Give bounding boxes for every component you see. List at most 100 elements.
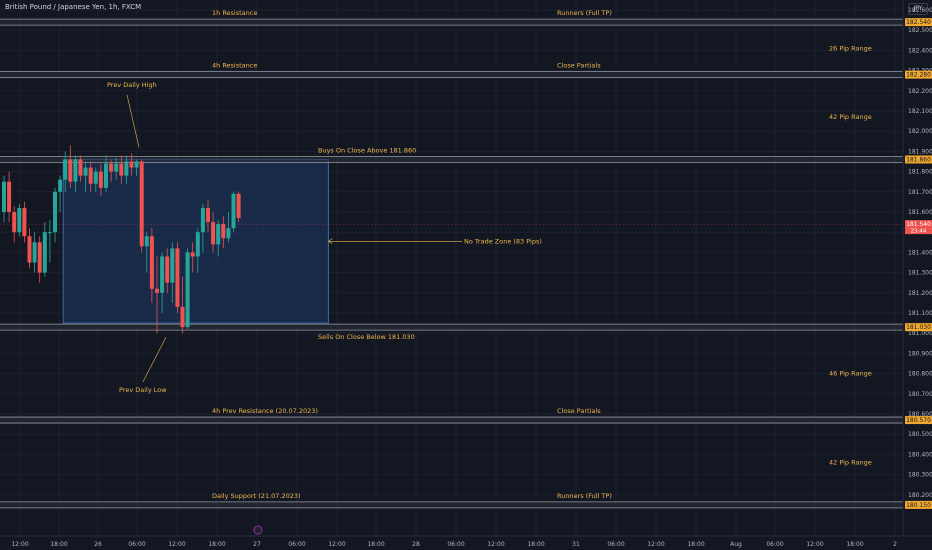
price-tick-label: 180.200 xyxy=(908,492,932,499)
annotation-label: Prev Daily High xyxy=(107,81,157,89)
time-tick-label: 28 xyxy=(412,541,420,548)
level-label-left: Daily Support (21.07.2023) xyxy=(212,492,301,500)
price-tag-label: 182.280 xyxy=(906,72,931,79)
time-tick-label: 18:00 xyxy=(50,541,67,548)
price-tick-label: 182.400 xyxy=(908,47,932,54)
price-tick-label: 181.100 xyxy=(908,310,932,317)
time-tick-label: 06:00 xyxy=(766,541,783,548)
price-tick-label: 182.500 xyxy=(908,27,932,34)
time-tick-label: 18:00 xyxy=(208,541,225,548)
candle-body xyxy=(175,248,180,307)
candle-body xyxy=(98,171,103,188)
candle-body xyxy=(165,256,170,283)
price-tick-label: 182.200 xyxy=(908,88,932,95)
candle-body xyxy=(2,181,6,212)
candle-body xyxy=(47,232,52,234)
candle-body xyxy=(124,161,129,176)
level-lines: 1h Resistance Runners (Full TP) 4h Resista… xyxy=(0,9,903,509)
time-tick-label: 06:00 xyxy=(447,541,464,548)
time-tick-label: 18:00 xyxy=(527,541,544,548)
candle-body xyxy=(53,191,57,233)
price-tick-label: 180.800 xyxy=(908,371,932,378)
price-tick-label: 180.300 xyxy=(908,472,932,479)
price-tick-label: 181.900 xyxy=(908,148,932,155)
price-tick-label: 180.700 xyxy=(908,391,932,398)
level-label-right: Runners (Full TP) xyxy=(557,492,612,500)
time-tick-label: 31 xyxy=(572,541,580,548)
level-band xyxy=(0,71,903,79)
candle-body xyxy=(27,236,32,263)
price-tag xyxy=(905,323,932,332)
candle-body xyxy=(68,159,73,182)
candle-body xyxy=(195,232,200,257)
level-label-left: 4h Prev Resistance (20.07.2023) xyxy=(212,407,318,415)
candle-body xyxy=(17,207,22,233)
candle-body xyxy=(88,167,93,184)
candle-body xyxy=(226,228,231,239)
candle-body xyxy=(134,161,139,168)
price-tag xyxy=(905,500,932,509)
price-tick-label: 182.600 xyxy=(908,7,932,14)
candle-body xyxy=(12,212,17,233)
candle-body xyxy=(7,181,12,212)
currency-label[interactable]: JPY xyxy=(908,3,928,15)
price-tag-label: 181.030 xyxy=(906,324,931,331)
candle-body xyxy=(93,171,98,184)
time-tick-label: 12:00 xyxy=(487,541,504,548)
candle-body xyxy=(206,207,210,223)
price-tick-label: 181.600 xyxy=(908,209,932,216)
level-label-right: Sells On Close Below 181.030 xyxy=(318,333,415,341)
price-tick-label: 182.000 xyxy=(908,128,932,135)
price-tick-label: 181.300 xyxy=(908,270,932,277)
level-label-right: Close Partials xyxy=(557,407,601,415)
candle-body xyxy=(211,222,216,245)
candle-body xyxy=(22,207,27,237)
time-axis[interactable]: 12:00 18:00 26 06:00 12:00 18:00 27 06:00 12:00 1… xyxy=(11,525,897,548)
annotation-arrow xyxy=(142,337,167,382)
level-band xyxy=(0,18,903,26)
level-label-left: 1h Resistance xyxy=(212,9,257,17)
candle-body xyxy=(104,163,108,188)
price-tick-label: 182.100 xyxy=(908,108,932,115)
price-tick-label: 180.900 xyxy=(908,350,932,357)
price-tag-label: 180.150 xyxy=(906,502,931,509)
range-label: 42 Pip Range xyxy=(829,458,872,466)
time-tick-label: 12:00 xyxy=(647,541,664,548)
time-tick-label: 12:00 xyxy=(806,541,823,548)
candle-body xyxy=(119,163,124,176)
time-tick-label: 12:00 xyxy=(168,541,185,548)
candle-body xyxy=(236,193,241,219)
no-trade-zone-label: No Trade Zone (83 Pips) xyxy=(464,237,542,245)
candle-body xyxy=(200,207,205,233)
candle-body xyxy=(63,159,68,180)
candle-body xyxy=(170,248,175,283)
current-price-countdown: 23:44 xyxy=(911,229,927,235)
time-tick-label: 06:00 xyxy=(128,541,145,548)
candle-body xyxy=(78,159,83,176)
time-tick-label: 26 xyxy=(94,541,102,548)
level-label-right: Buys On Close Above 181.860 xyxy=(318,146,416,154)
price-tick-label: 181.700 xyxy=(908,189,932,196)
price-tick-label: 181.000 xyxy=(908,330,932,337)
level-label-right: Close Partials xyxy=(557,62,601,70)
level-band xyxy=(0,323,903,331)
candle-body xyxy=(180,306,185,328)
time-tick-label: 18:00 xyxy=(367,541,384,548)
candle-body xyxy=(58,179,63,192)
candle-body xyxy=(221,224,226,239)
current-price-tag xyxy=(905,220,932,235)
price-tag xyxy=(905,18,932,27)
candle-body xyxy=(216,224,221,245)
current-price-label: 181.540 xyxy=(906,221,931,228)
candle-body xyxy=(129,161,134,168)
price-tag-label: 180.570 xyxy=(906,417,931,424)
price-tags: 182.540 182.280 181.860 181.030 180.570 180.1… xyxy=(905,18,932,509)
candle-body xyxy=(32,242,37,263)
price-tag-label: 181.860 xyxy=(906,156,931,163)
level-band xyxy=(0,155,903,163)
price-tick-label: 181.400 xyxy=(908,249,932,256)
symbol-title[interactable]: British Pound / Japanese Yen, 1h, FXCM xyxy=(5,3,142,11)
candle-body xyxy=(42,232,47,273)
time-tick-label: 18:00 xyxy=(846,541,863,548)
